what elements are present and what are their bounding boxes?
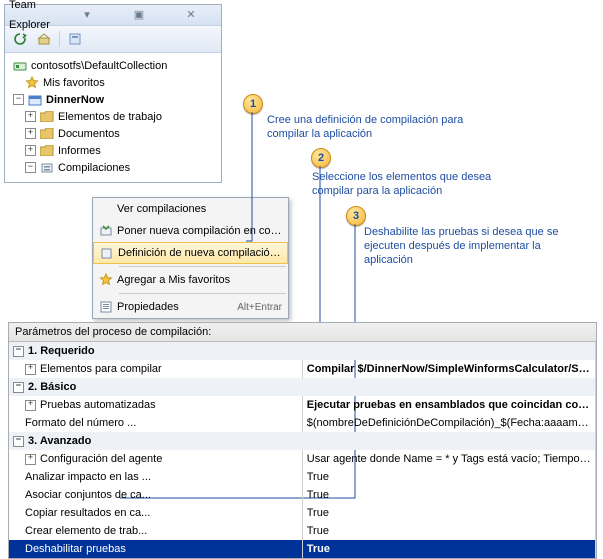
- row-items-to-build[interactable]: +Elementos para compilarCompilar $/Dinne…: [9, 360, 596, 378]
- expand-icon[interactable]: +: [25, 128, 36, 139]
- server-icon: [13, 59, 27, 73]
- annotation-2: Seleccione los elementos que desea compi…: [312, 170, 522, 198]
- toolbar-refresh-icon[interactable]: [9, 29, 31, 49]
- team-explorer-panel: Team Explorer ▾ ▣ ✕ contosotfs\DefaultCo…: [4, 4, 222, 183]
- annotation-num-2: 2: [311, 148, 331, 168]
- ctx-new-build-def[interactable]: Definición de nueva compilación...: [93, 242, 288, 264]
- expand-icon[interactable]: +: [25, 111, 36, 122]
- close-icon[interactable]: ✕: [165, 5, 217, 25]
- collapse-icon[interactable]: −: [25, 162, 36, 173]
- annotation-3: Deshabilite las pruebas si desea que se …: [364, 225, 574, 267]
- ctx-separator: [119, 293, 286, 294]
- dropdown-icon[interactable]: ▾: [61, 5, 113, 25]
- build-icon: [40, 161, 54, 175]
- annotation-1: Cree una definición de compilación para …: [267, 113, 477, 141]
- row-auto-tests[interactable]: +Pruebas automatizadasEjecutar pruebas e…: [9, 396, 596, 414]
- build-params-grid: Parámetros del proceso de compilación: −…: [8, 322, 597, 559]
- annotation-num-3: 3: [346, 206, 366, 226]
- row-number-format[interactable]: Formato del número ...$(nombreDeDefinici…: [9, 414, 596, 432]
- star-icon: [25, 76, 39, 90]
- properties-icon: [95, 300, 117, 314]
- pin-icon[interactable]: ▣: [113, 5, 165, 25]
- folder-icon: [40, 144, 54, 158]
- tree-project[interactable]: − DinnerNow: [7, 91, 219, 108]
- ctx-queue-build[interactable]: Poner nueva compilación en cola...: [93, 220, 288, 242]
- tree-root[interactable]: contosotfs\DefaultCollection: [7, 57, 219, 74]
- folder-icon: [40, 127, 54, 141]
- panel-titlebar: Team Explorer ▾ ▣ ✕: [5, 5, 221, 26]
- row-associate-sets[interactable]: Asociar conjuntos de ca...True: [9, 486, 596, 504]
- panel-toolbar: [5, 26, 221, 53]
- row-create-workitem[interactable]: Crear elemento de trab...True: [9, 522, 596, 540]
- cat-basic[interactable]: −2. Básico: [9, 378, 596, 396]
- collapse-icon[interactable]: −: [13, 94, 24, 105]
- tree-favorites[interactable]: Mis favoritos: [7, 74, 219, 91]
- cat-required[interactable]: −1. Requerido: [9, 342, 596, 360]
- star-icon: [95, 273, 117, 287]
- ctx-properties[interactable]: PropiedadesAlt+Entrar: [93, 296, 288, 318]
- ctx-view-builds[interactable]: Ver compilaciones: [93, 198, 288, 220]
- folder-icon: [40, 110, 54, 124]
- row-disable-tests[interactable]: Deshabilitar pruebasTrue: [9, 540, 596, 558]
- cat-advanced[interactable]: −3. Avanzado: [9, 432, 596, 450]
- tree-item-builds[interactable]: − Compilaciones: [7, 159, 219, 176]
- params-table: −1. Requerido +Elementos para compilarCo…: [9, 342, 596, 558]
- context-menu: Ver compilaciones Poner nueva compilació…: [92, 197, 289, 319]
- tree: contosotfs\DefaultCollection Mis favorit…: [5, 53, 221, 182]
- row-analyze-impact[interactable]: Analizar impacto en las ...True: [9, 468, 596, 486]
- row-copy-results[interactable]: Copiar resultados en ca...True: [9, 504, 596, 522]
- annotation-num-1: 1: [243, 94, 263, 114]
- new-build-icon: [96, 246, 118, 260]
- toolbar-item-icon[interactable]: [64, 29, 86, 49]
- ctx-add-favorite[interactable]: Agregar a Mis favoritos: [93, 269, 288, 291]
- toolbar-home-icon[interactable]: [33, 29, 55, 49]
- row-agent-config[interactable]: +Configuración del agenteUsar agente don…: [9, 450, 596, 468]
- tree-item-docs[interactable]: + Documentos: [7, 125, 219, 142]
- queue-icon: [95, 224, 117, 238]
- ctx-separator: [119, 266, 286, 267]
- tree-item-reports[interactable]: + Informes: [7, 142, 219, 159]
- expand-icon[interactable]: +: [25, 145, 36, 156]
- project-icon: [28, 93, 42, 107]
- grid-title: Parámetros del proceso de compilación:: [9, 323, 596, 342]
- tree-item-work[interactable]: + Elementos de trabajo: [7, 108, 219, 125]
